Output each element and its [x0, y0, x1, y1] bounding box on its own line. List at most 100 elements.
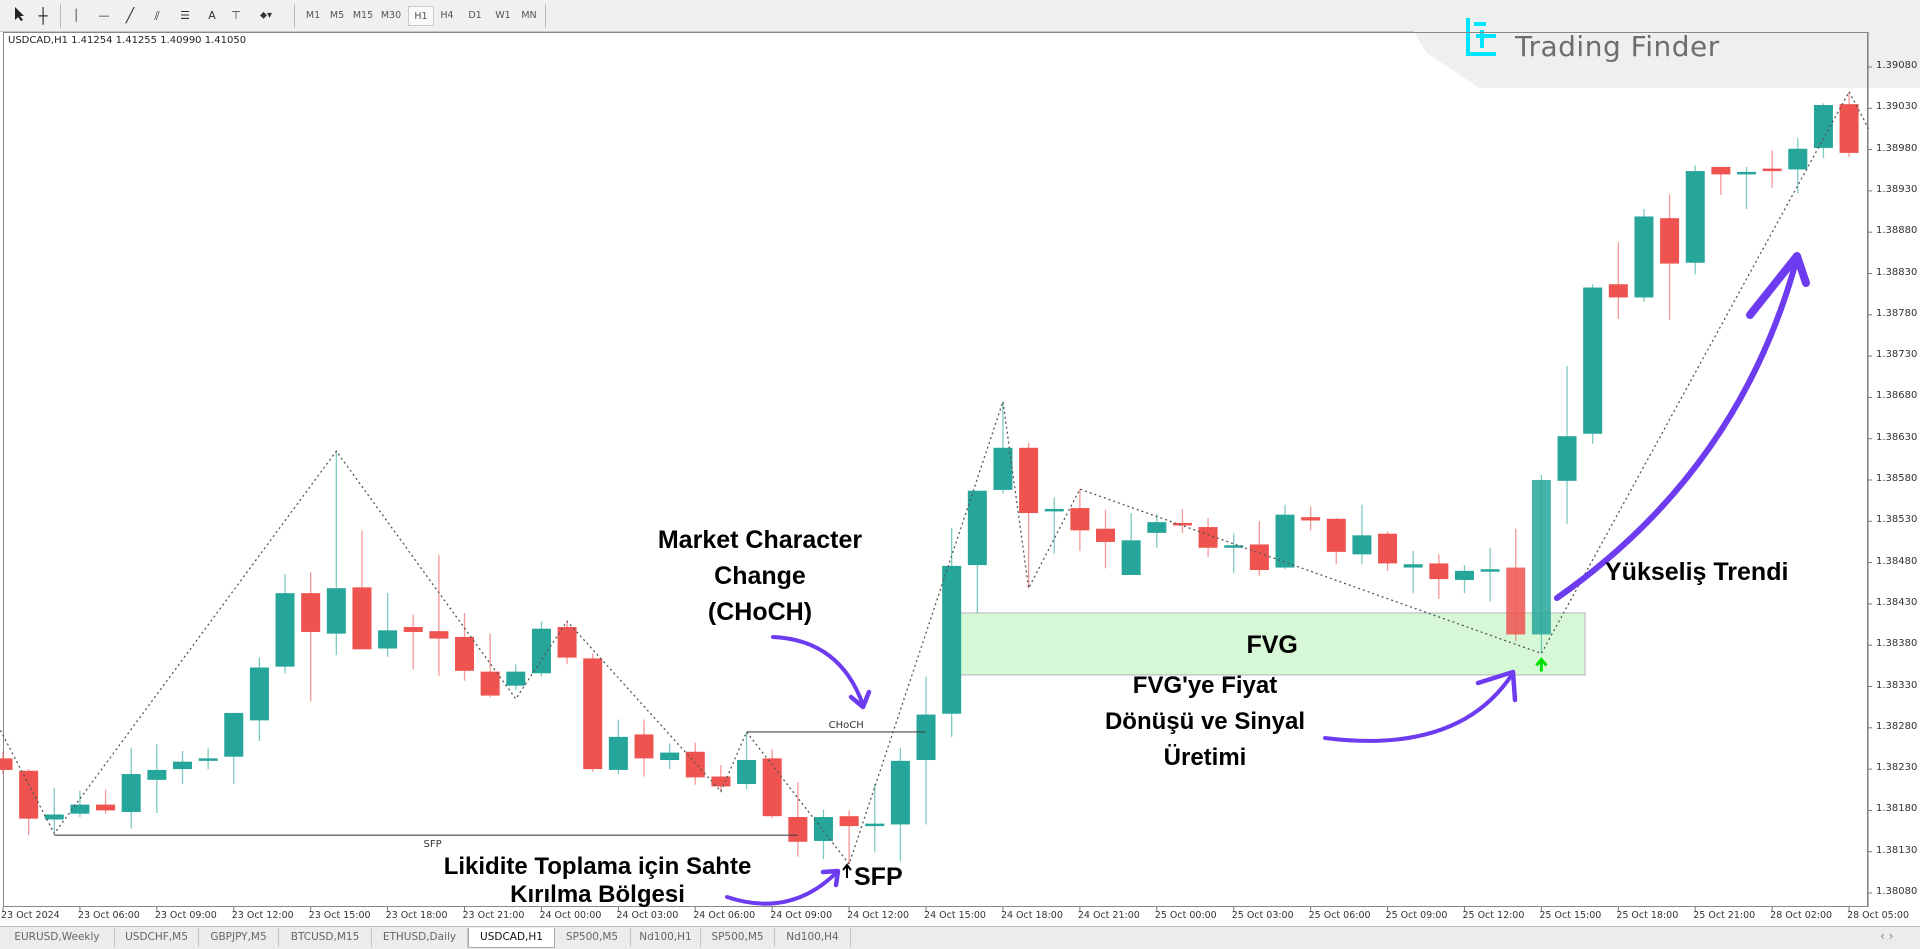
price-axis-label: 1.38480 [1876, 555, 1918, 567]
candle-body [660, 752, 680, 761]
candle-body [198, 758, 218, 761]
candle-body [557, 627, 577, 658]
timeframe-m30[interactable]: M30 [380, 10, 402, 21]
candle-body [352, 587, 372, 650]
candle-body [249, 667, 269, 721]
candle-body [121, 774, 141, 813]
time-axis-label: 24 Oct 12:00 [847, 910, 910, 921]
price-axis-label: 1.38530 [1876, 514, 1918, 526]
trendline-icon[interactable]: ╱ [125, 8, 135, 24]
candle-body [1070, 508, 1090, 531]
timeframe-m5[interactable]: M5 [329, 10, 345, 21]
time-axis-label: 25 Oct 00:00 [1154, 910, 1217, 921]
price-axis-label: 1.38380 [1876, 638, 1918, 650]
chart-tab[interactable]: ETHUSD,Daily [372, 928, 468, 947]
candle-body [1608, 284, 1628, 298]
tab-scroll-arrows[interactable]: ‹ › [1880, 929, 1894, 943]
uptrend-arrow-icon-head [1746, 252, 1810, 319]
fibonacci-icon[interactable]: ☰ [180, 9, 190, 22]
chart-tab[interactable]: EURUSD,Weekly [0, 928, 115, 947]
time-axis-label: 23 Oct 06:00 [77, 910, 140, 921]
chart-tab[interactable]: Nd100,H1 [631, 928, 701, 947]
chart-tab[interactable]: BTCUSD,M15 [279, 928, 372, 947]
candle-body [531, 628, 551, 674]
trading-finder-logo-icon [1462, 14, 1502, 64]
choch-arrow-icon [771, 635, 865, 707]
timeframe-m15[interactable]: M15 [352, 10, 374, 21]
uptrend-arrow-icon [1554, 255, 1800, 601]
candle-body [1352, 535, 1372, 555]
candle-body [1506, 567, 1526, 635]
sfp-up-arrow-icon [842, 863, 852, 878]
price-axis-label: 1.39080 [1876, 60, 1918, 71]
channel-icon[interactable]: ⫽ [154, 9, 160, 23]
price-axis-label: 1.38830 [1876, 266, 1918, 278]
chart-tab[interactable]: USDCAD,H1 [468, 928, 555, 948]
price-axis-label: 1.38080 [1876, 886, 1918, 897]
chart-tab[interactable]: GBPJPY,M5 [199, 928, 279, 947]
price-axis-label: 1.38630 [1876, 431, 1918, 443]
candle-body [301, 593, 321, 632]
text-label-icon[interactable]: ⊤ [231, 9, 241, 22]
fvg-return-annotation-line: FVG'ye Fiyat [1132, 672, 1278, 699]
candle-body [711, 776, 731, 787]
time-axis-label: 25 Oct 18:00 [1616, 910, 1679, 921]
candle-body [1685, 171, 1705, 263]
candle-body [916, 714, 936, 761]
buy-signal-arrow-icon [1535, 657, 1548, 672]
fvg-zone [958, 612, 1586, 676]
time-axis-label: 25 Oct 09:00 [1385, 910, 1448, 921]
time-axis-label: 25 Oct 21:00 [1693, 910, 1756, 921]
vertical-line-icon[interactable]: │ [72, 9, 80, 22]
candle-body [1147, 522, 1167, 533]
timeframe-m1[interactable]: M1 [305, 10, 321, 21]
time-axis-label: 24 Oct 09:00 [770, 910, 833, 921]
price-axis-label: 1.38980 [1876, 142, 1918, 154]
candle-body [1711, 166, 1731, 175]
candle-body [19, 770, 39, 819]
candle-body [429, 631, 449, 639]
candle-body [0, 758, 13, 770]
price-axis-label: 1.39030 [1876, 101, 1918, 113]
choch-arrow-icon-head [848, 689, 872, 710]
chart-tab[interactable]: SP500,M5 [701, 928, 775, 947]
price-axis-label: 1.38880 [1876, 225, 1918, 237]
timeframe-w1[interactable]: W1 [495, 10, 511, 21]
candle-body [1275, 514, 1295, 568]
candle-body [1121, 540, 1141, 575]
timeframe-mn[interactable]: MN [521, 10, 537, 21]
time-axis-label: 23 Oct 09:00 [154, 910, 217, 921]
time-axis-label: 23 Oct 2024 [1, 910, 60, 921]
fvg-return-annotation-line: Üretimi [1163, 744, 1247, 771]
candle-body [70, 804, 90, 814]
crosshair-icon[interactable]: ┼ [38, 7, 48, 25]
candle-body [1634, 216, 1654, 298]
candle-body [967, 490, 987, 566]
time-axis-label: 24 Oct 06:00 [693, 910, 756, 921]
time-axis-label: 24 Oct 18:00 [1000, 910, 1063, 921]
timeframe-d1[interactable]: D1 [468, 10, 482, 21]
candle-body [865, 823, 885, 827]
candle-body [1839, 104, 1859, 153]
candle-body [942, 565, 962, 714]
timeframe-h1[interactable]: H1 [408, 6, 434, 26]
chart-tab[interactable]: SP500,M5 [554, 928, 631, 947]
chart-tab[interactable]: USDCHF,M5 [115, 928, 199, 947]
text-icon[interactable]: A [208, 9, 216, 22]
choch-annotation-line: Market Character [657, 526, 863, 554]
horizontal-line-icon[interactable]: — [98, 9, 110, 22]
candle-body [172, 761, 192, 770]
cursor-icon[interactable] [10, 6, 28, 26]
candle-body [1737, 171, 1757, 175]
timeframe-h4[interactable]: H4 [440, 10, 454, 21]
candle-body [455, 636, 475, 671]
time-axis-label: 28 Oct 02:00 [1770, 910, 1833, 921]
shapes-dropdown-icon[interactable]: ⬥▾ [259, 10, 273, 21]
candle-body [1531, 480, 1551, 635]
time-axis-label: 24 Oct 21:00 [1077, 910, 1140, 921]
candle-body [147, 769, 167, 780]
candle-body [326, 588, 346, 634]
candle-body [737, 760, 757, 784]
chart-tab[interactable]: Nd100,H4 [775, 928, 851, 947]
